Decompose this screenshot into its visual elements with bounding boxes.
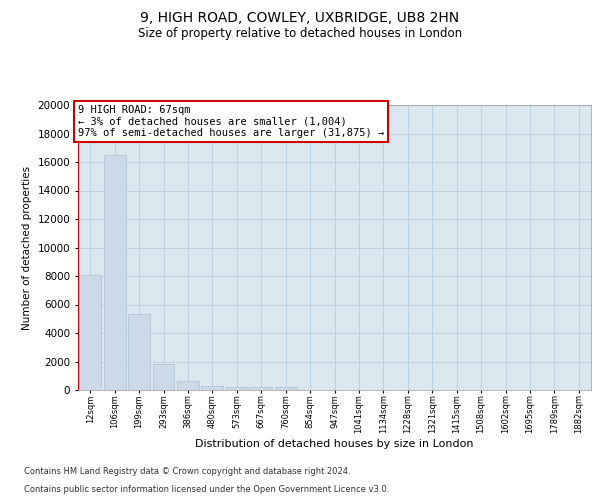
Bar	[275, 387, 296, 390]
Y-axis label: Number of detached properties: Number of detached properties	[22, 166, 32, 330]
Bar	[104, 155, 125, 390]
Bar	[152, 364, 175, 390]
Bar	[79, 274, 101, 390]
Bar	[226, 387, 248, 390]
Bar	[250, 387, 272, 390]
Text: Size of property relative to detached houses in London: Size of property relative to detached ho…	[138, 28, 462, 40]
Bar	[177, 380, 199, 390]
Bar	[202, 386, 223, 390]
X-axis label: Distribution of detached houses by size in London: Distribution of detached houses by size …	[195, 439, 474, 449]
Text: Contains public sector information licensed under the Open Government Licence v3: Contains public sector information licen…	[24, 485, 389, 494]
Bar	[128, 314, 150, 390]
Text: Contains HM Land Registry data © Crown copyright and database right 2024.: Contains HM Land Registry data © Crown c…	[24, 467, 350, 476]
Text: 9, HIGH ROAD, COWLEY, UXBRIDGE, UB8 2HN: 9, HIGH ROAD, COWLEY, UXBRIDGE, UB8 2HN	[140, 11, 460, 25]
Text: 9 HIGH ROAD: 67sqm
← 3% of detached houses are smaller (1,004)
97% of semi-detac: 9 HIGH ROAD: 67sqm ← 3% of detached hous…	[78, 105, 384, 138]
